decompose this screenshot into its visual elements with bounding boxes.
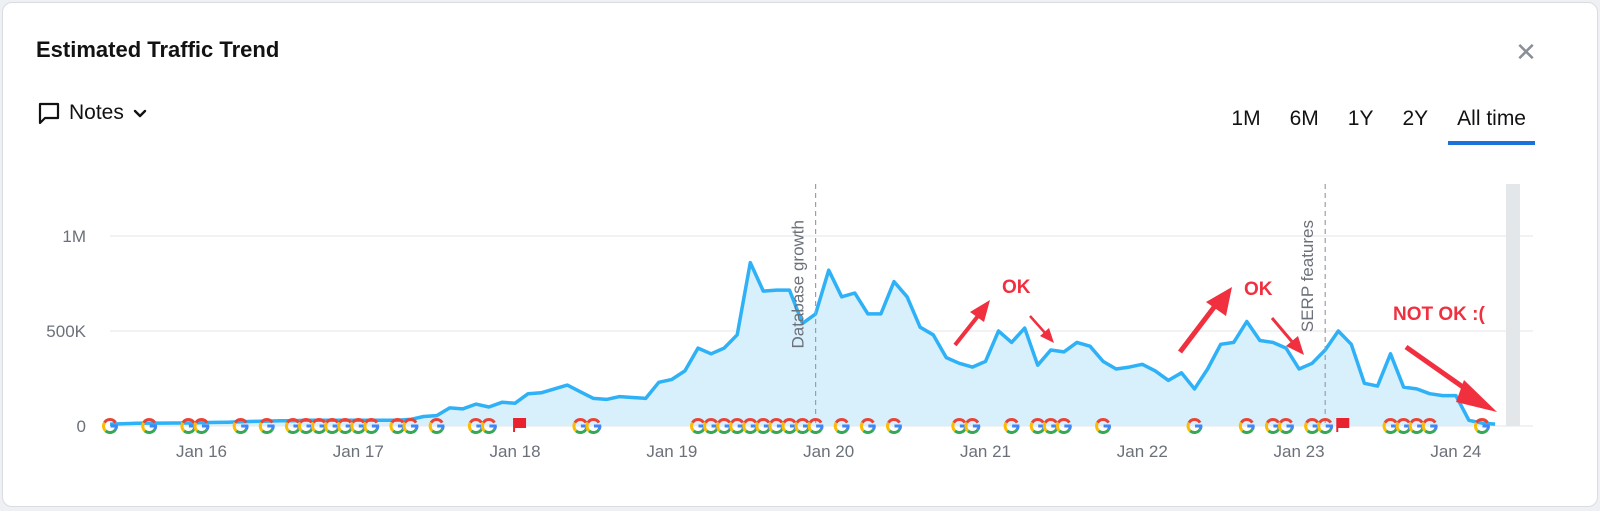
annotation-arrow [1404, 344, 1497, 412]
google-update-icon[interactable] [193, 418, 210, 434]
annotation-arrow [1029, 315, 1054, 343]
x-tick-label: Jan 19 [646, 442, 697, 461]
google-update-icon[interactable] [807, 418, 824, 434]
flag-icon[interactable] [513, 418, 527, 432]
tab-1m[interactable]: 1M [1231, 107, 1261, 130]
date-range-tabs: 1M 6M 1Y 2Y All time [1211, 107, 1535, 145]
google-update-icon[interactable] [1238, 418, 1255, 434]
notes-dropdown[interactable]: Notes [37, 101, 148, 125]
google-update-icon[interactable] [428, 418, 445, 434]
event-marker-label: Database growth [789, 220, 808, 349]
y-tick-label: 500K [46, 322, 86, 341]
annotation-label: OK [1002, 277, 1031, 298]
tab-2y[interactable]: 2Y [1402, 107, 1429, 130]
comment-icon [38, 102, 60, 125]
google-update-icon[interactable] [1003, 418, 1020, 434]
current-period-band [1506, 184, 1520, 426]
google-update-icon[interactable] [102, 418, 118, 434]
google-update-icon[interactable] [1474, 418, 1490, 434]
x-tick-label: Jan 24 [1430, 442, 1481, 461]
annotation-label: NOT OK :( [1393, 304, 1485, 325]
x-tick-label: Jan 18 [490, 442, 541, 461]
x-tick-label: Jan 23 [1274, 442, 1325, 461]
google-update-icon[interactable] [1186, 418, 1203, 434]
close-icon[interactable]: ✕ [1515, 37, 1537, 67]
google-update-icon[interactable] [1317, 418, 1334, 434]
y-tick-label: 1M [62, 227, 86, 246]
y-tick-label: 0 [77, 417, 86, 436]
google-update-icon[interactable] [1278, 418, 1294, 434]
google-update-icon[interactable] [363, 418, 380, 434]
annotation-arrow [1270, 317, 1304, 355]
traffic-area [110, 262, 1496, 426]
google-update-icon[interactable] [833, 418, 850, 434]
x-tick-label: Jan 16 [176, 442, 227, 461]
google-update-icon[interactable] [964, 418, 981, 434]
google-update-icon[interactable] [859, 418, 876, 434]
annotation-arrow [1178, 287, 1232, 354]
x-tick-label: Jan 21 [960, 442, 1011, 461]
google-update-icon[interactable] [1055, 418, 1072, 434]
google-update-icon[interactable] [232, 418, 249, 434]
annotation-label: OK [1244, 279, 1273, 300]
google-update-icon[interactable] [690, 418, 706, 434]
google-update-icon[interactable] [258, 418, 275, 434]
x-tick-label: Jan 20 [803, 442, 854, 461]
tab-all-time[interactable]: All time [1448, 107, 1535, 145]
chevron-down-icon [133, 109, 147, 118]
notes-label: Notes [69, 101, 124, 124]
card-title: Estimated Traffic Trend [36, 37, 280, 62]
flag-icon[interactable] [1336, 418, 1350, 432]
google-update-icon[interactable] [141, 418, 158, 434]
google-update-icon[interactable] [480, 418, 497, 434]
tab-6m[interactable]: 6M [1289, 107, 1319, 130]
google-update-icon[interactable] [1029, 418, 1046, 434]
annotation-arrow [953, 300, 990, 347]
google-update-icon[interactable] [886, 418, 902, 434]
google-update-icon[interactable] [585, 418, 602, 434]
event-marker-label: SERP features [1298, 220, 1317, 332]
google-update-icon[interactable] [402, 418, 419, 434]
google-update-icon[interactable] [1095, 418, 1112, 434]
tab-1y[interactable]: 1Y [1347, 107, 1374, 130]
google-update-icon[interactable] [1304, 418, 1321, 434]
x-tick-label: Jan 22 [1117, 442, 1168, 461]
x-tick-label: Jan 17 [333, 442, 384, 461]
google-update-icon[interactable] [1421, 418, 1438, 434]
